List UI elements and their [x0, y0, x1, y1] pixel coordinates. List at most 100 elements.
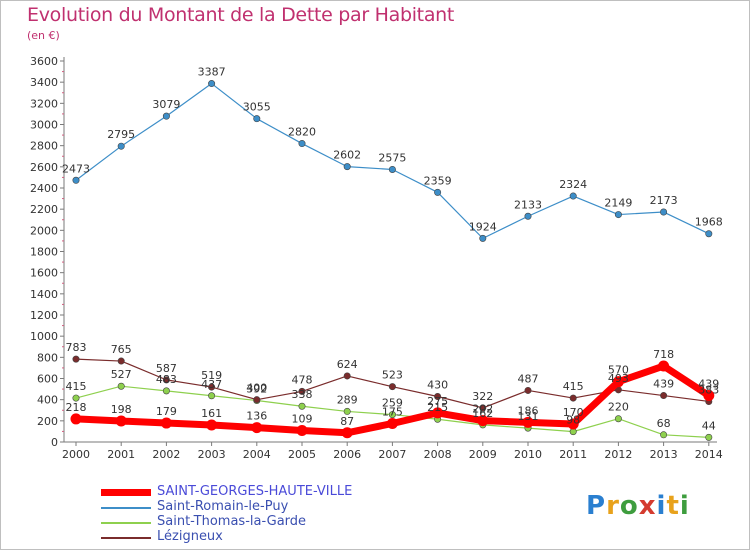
y-tick-label: 2400 — [30, 182, 58, 195]
data-label: 487 — [518, 372, 539, 385]
data-label: 2133 — [514, 198, 542, 211]
y-tick-label: 3400 — [30, 76, 58, 89]
data-point — [115, 415, 127, 427]
x-tick-label: 2014 — [695, 448, 723, 461]
data-label: 2149 — [604, 197, 632, 210]
logo-letter: o — [619, 491, 639, 521]
y-tick-label: 600 — [37, 373, 58, 386]
legend-swatch — [101, 537, 151, 539]
data-label: 478 — [292, 373, 313, 386]
data-point — [206, 419, 218, 431]
data-label: 439 — [653, 378, 674, 391]
data-point — [614, 211, 622, 219]
legend-swatch — [101, 507, 151, 509]
x-tick-label: 2003 — [198, 448, 226, 461]
data-point — [253, 115, 261, 123]
data-point — [524, 212, 532, 220]
data-point — [117, 142, 125, 150]
x-tick-label: 2008 — [424, 448, 452, 461]
data-label: 523 — [382, 369, 403, 382]
legend-label: Saint-Romain-le-Puy — [157, 499, 289, 514]
data-point — [296, 424, 308, 436]
data-label: 275 — [427, 395, 448, 408]
x-tick-label: 2000 — [62, 448, 90, 461]
legend-swatch — [101, 489, 151, 496]
data-label: 587 — [156, 362, 177, 375]
data-label: 220 — [608, 401, 629, 414]
data-label: 2359 — [424, 174, 452, 187]
data-point — [72, 394, 80, 402]
y-tick-label: 2200 — [30, 203, 58, 216]
logo-letter: i — [656, 491, 667, 521]
data-label: 2324 — [559, 178, 587, 191]
data-label: 87 — [340, 415, 354, 428]
data-label: 175 — [382, 405, 403, 418]
data-point — [160, 417, 172, 429]
data-label: 765 — [111, 343, 132, 356]
data-point — [660, 431, 668, 439]
data-label: 2473 — [62, 162, 90, 175]
data-label: 170 — [563, 406, 584, 419]
legend-swatch — [101, 522, 151, 524]
data-point — [117, 357, 125, 365]
data-point — [479, 404, 487, 412]
data-point — [208, 392, 216, 400]
data-label: 3387 — [198, 66, 226, 79]
data-point — [72, 355, 80, 363]
data-label: 2602 — [333, 149, 361, 162]
data-label: 624 — [337, 358, 358, 371]
data-label: 519 — [201, 369, 222, 382]
data-point — [388, 411, 396, 419]
data-point — [388, 165, 396, 173]
data-point — [522, 416, 534, 428]
data-label: 718 — [653, 348, 674, 361]
data-label: 338 — [292, 388, 313, 401]
x-tick-label: 2010 — [514, 448, 542, 461]
data-label: 109 — [292, 412, 313, 425]
data-label: 98 — [566, 414, 580, 427]
data-label: 2820 — [288, 126, 316, 139]
y-tick-label: 1400 — [30, 288, 58, 301]
data-label: 415 — [66, 380, 87, 393]
data-point — [343, 407, 351, 415]
y-tick-label: 1800 — [30, 246, 58, 259]
proxiti-logo: Proxiti — [586, 491, 690, 521]
data-point — [343, 163, 351, 171]
data-label: 218 — [66, 401, 87, 414]
x-tick-label: 2001 — [107, 448, 135, 461]
data-label: 439 — [698, 378, 719, 391]
data-label: 437 — [201, 378, 222, 391]
data-point — [298, 387, 306, 395]
y-tick-label: 1200 — [30, 309, 58, 322]
data-label: 3055 — [243, 101, 271, 114]
logo-letter: i — [679, 491, 690, 521]
y-tick-label: 2000 — [30, 224, 58, 237]
data-label: 198 — [111, 403, 132, 416]
data-label: 570 — [608, 364, 629, 377]
data-label: 2173 — [650, 194, 678, 207]
data-point — [162, 112, 170, 120]
data-label: 483 — [156, 373, 177, 386]
data-point — [660, 208, 668, 216]
y-tick-label: 800 — [37, 351, 58, 364]
x-tick-label: 2006 — [333, 448, 361, 461]
data-label: 215 — [427, 401, 448, 414]
logo-letter: x — [638, 491, 657, 521]
data-point — [569, 394, 577, 402]
data-point — [432, 407, 444, 419]
y-tick-label: 2600 — [30, 161, 58, 174]
data-label: 136 — [246, 410, 267, 423]
data-point — [117, 382, 125, 390]
data-point — [567, 418, 579, 430]
data-label: 162 — [472, 407, 493, 420]
data-point — [479, 234, 487, 242]
legend-label: Lézigneux — [157, 529, 223, 544]
x-tick-label: 2004 — [243, 448, 271, 461]
data-point — [434, 392, 442, 400]
data-point — [612, 376, 624, 388]
data-label: 186 — [518, 404, 539, 417]
data-point — [705, 230, 713, 238]
data-point — [524, 386, 532, 394]
data-label: 1968 — [695, 216, 723, 229]
